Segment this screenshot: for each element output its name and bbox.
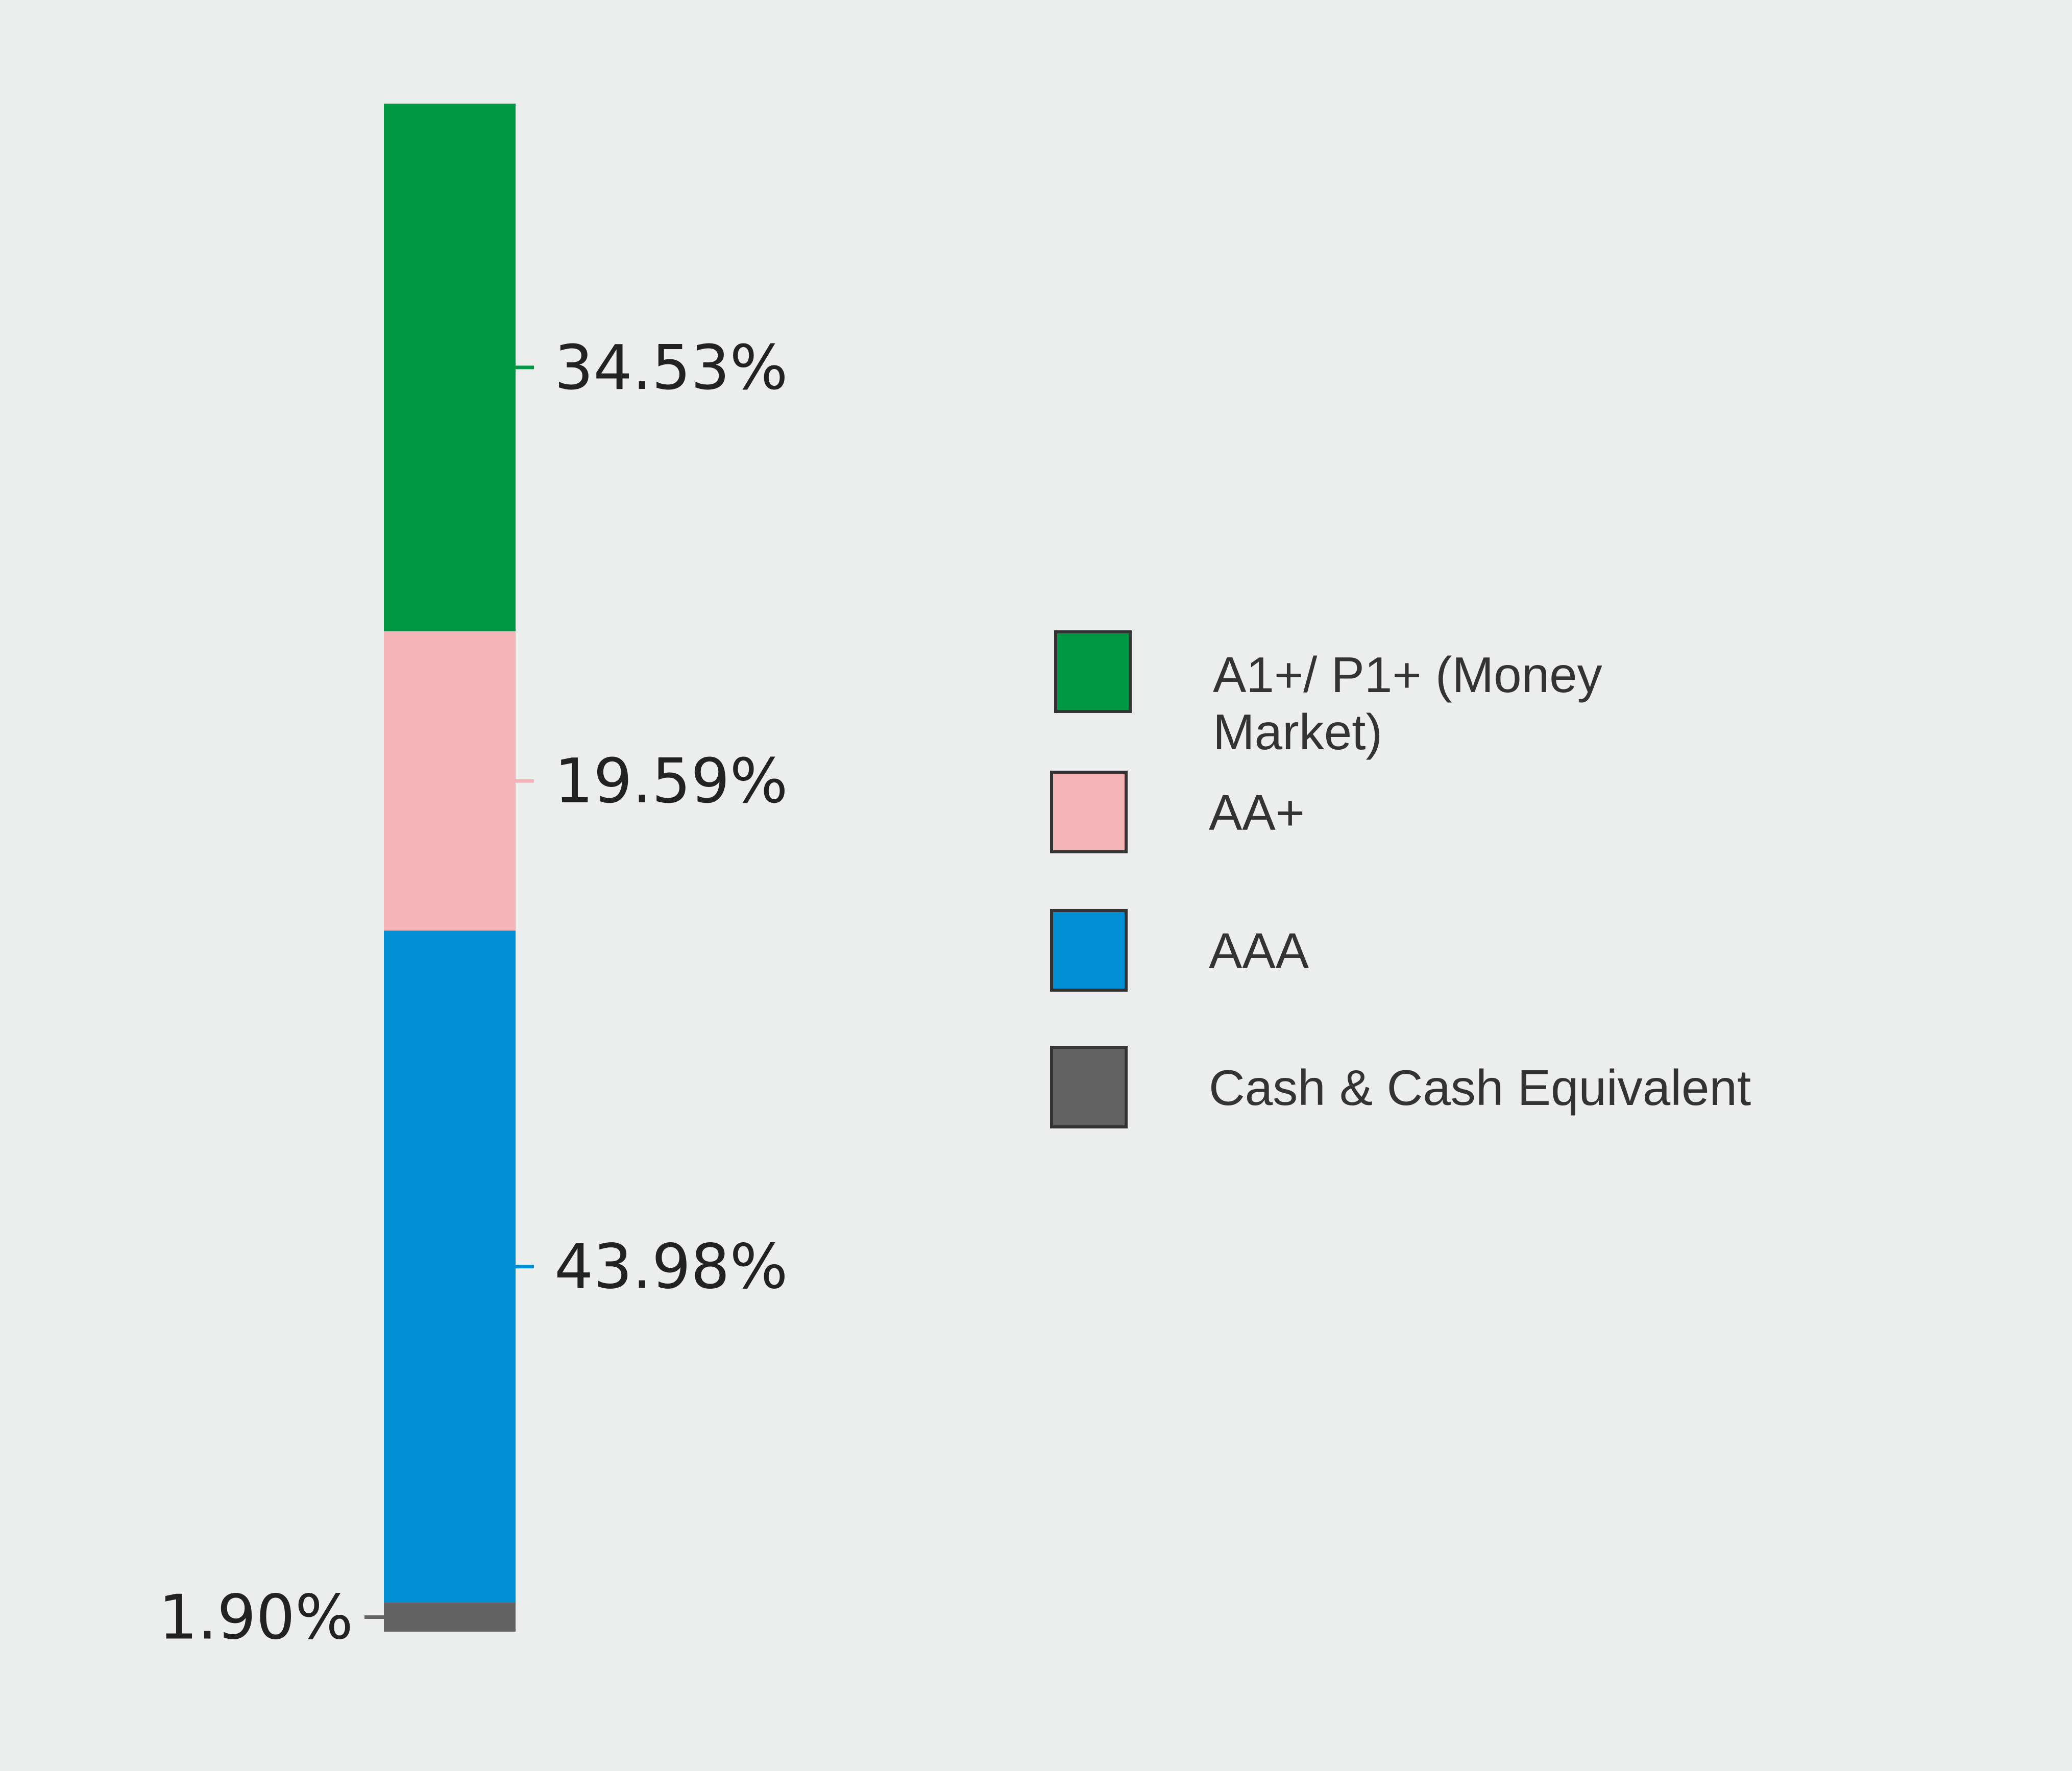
legend-item-a1-p1-money-market: A1+/ P1+ (Money Market) <box>1054 630 1602 760</box>
legend-label-a1-p1-money-market: A1+/ P1+ (Money Market) <box>1213 647 1602 760</box>
legend: A1+/ P1+ (Money Market) AA+ AAA Cash & Cash … <box>1050 630 1751 1128</box>
data-label-cash-cash-equivalent: 1.90% <box>159 1583 353 1654</box>
legend-swatch-cash-cash-equivalent <box>1050 1046 1128 1128</box>
data-label-a1-p1-money-market: 34.53% <box>554 333 788 404</box>
legend-swatch-a1-p1-money-market <box>1054 630 1132 713</box>
stacked-bar <box>384 104 516 1632</box>
bar-segment-cash-cash-equivalent <box>384 1603 516 1632</box>
legend-swatch-aa <box>1050 771 1128 853</box>
data-labels: 34.53% 19.59% 43.98% 1.90% <box>159 333 788 1654</box>
bar-segment-aaa <box>384 930 516 1603</box>
bar-segment-aa <box>384 631 516 931</box>
legend-item-aa: AA+ <box>1050 771 1305 853</box>
data-label-aaa: 43.98% <box>554 1232 788 1303</box>
legend-swatch-aaa <box>1050 909 1128 992</box>
legend-label-cash-cash-equivalent: Cash & Cash Equivalent <box>1209 1060 1751 1116</box>
legend-label-aaa: AAA <box>1209 923 1309 979</box>
bar-segment-a1-p1-money-market <box>384 104 516 631</box>
legend-item-aaa: AAA <box>1050 909 1309 992</box>
data-label-aa: 19.59% <box>554 746 788 817</box>
legend-item-cash-cash-equivalent: Cash & Cash Equivalent <box>1050 1046 1751 1128</box>
legend-label-aa: AA+ <box>1209 784 1305 841</box>
